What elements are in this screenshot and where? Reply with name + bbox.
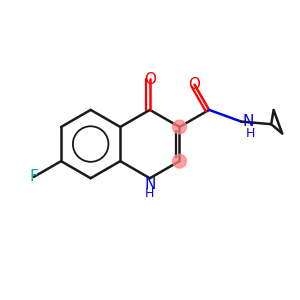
Text: N: N <box>243 114 254 129</box>
Circle shape <box>172 120 186 134</box>
Text: H: H <box>145 187 154 200</box>
Text: H: H <box>245 127 255 140</box>
Text: N: N <box>144 177 156 192</box>
Text: O: O <box>144 72 156 87</box>
Circle shape <box>172 154 186 168</box>
Text: O: O <box>189 77 201 92</box>
Text: F: F <box>29 169 38 184</box>
